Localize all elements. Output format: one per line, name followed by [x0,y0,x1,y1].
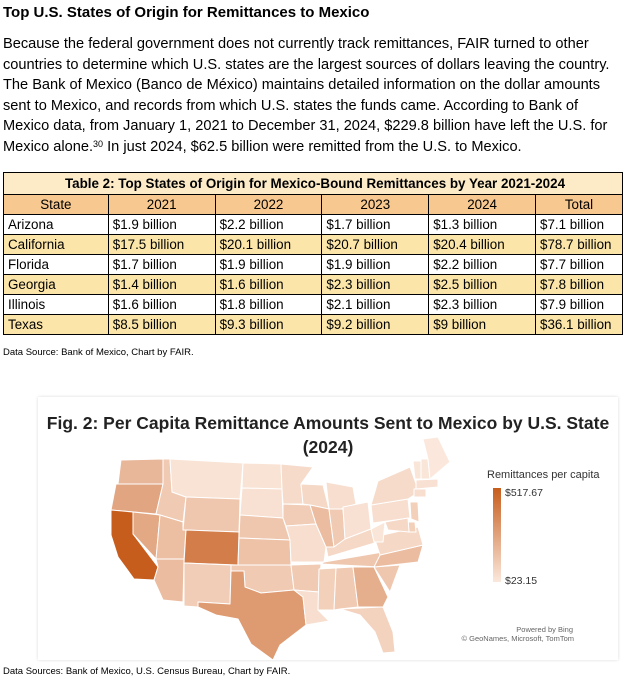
figure-title-line1: Fig. 2: Per Capita Remittance Amounts Se… [46,413,610,433]
state-region-ga[interactable] [352,566,389,608]
footnote-reference[interactable]: 30 [93,138,104,149]
header-total: Total [535,194,623,215]
cell-state: Florida [3,254,109,275]
header-2024: 2024 [428,194,536,215]
state-region-me[interactable] [422,436,451,480]
map-figure: Fig. 2: Per Capita Remittance Amounts Se… [38,397,618,660]
cell-2023: $2.3 billion [321,274,430,295]
us-choropleth-map[interactable] [38,397,618,660]
cell-state: Georgia [3,274,109,295]
state-region-ct[interactable] [413,488,427,498]
state-region-ny[interactable] [370,466,420,506]
state-region-fl[interactable] [339,606,396,654]
cell-2022: $9.3 billion [214,314,323,335]
table-row: Florida $1.7 billion $1.9 billion $1.9 b… [3,254,623,275]
legend-gradient [493,488,501,582]
cell-total: $7.8 billion [535,274,623,295]
header-2021: 2021 [107,194,216,215]
legend-max-label: $517.67 [505,487,543,499]
cell-state: Illinois [3,294,109,315]
state-region-mt[interactable] [169,458,244,500]
state-region-al[interactable] [333,566,359,611]
state-region-wy[interactable] [182,496,241,533]
state-region-nj[interactable] [409,501,420,523]
header-2022: 2022 [214,194,323,215]
body-paragraph: Because the federal government does not … [3,34,623,158]
state-region-az[interactable] [153,558,185,603]
state-region-wa[interactable] [117,458,164,485]
paragraph-text: Because the federal government does not … [3,36,610,155]
cell-total: $7.7 billion [535,254,623,275]
cell-2023: $1.7 billion [321,214,430,235]
legend-title: Remittances per capita [487,469,600,481]
state-region-ms[interactable] [317,567,337,611]
cell-2023: $20.7 billion [321,234,430,255]
cell-2022: $1.9 billion [214,254,323,275]
cell-2021: $8.5 billion [107,314,216,335]
table-row: Georgia $1.4 billion $1.6 billion $2.3 b… [3,274,623,295]
cell-2024: $1.3 billion [428,214,536,235]
state-region-ut[interactable] [155,514,187,560]
state-region-nd[interactable] [241,462,283,490]
state-region-tx[interactable] [197,570,307,660]
state-region-sd[interactable] [239,487,284,519]
cell-total: $7.9 billion [535,294,623,315]
cell-state: Texas [3,314,109,335]
cell-2024: $20.4 billion [428,234,536,255]
header-2023: 2023 [321,194,430,215]
table-row: Illinois $1.6 billion $1.8 billion $2.1 … [3,294,623,315]
figure-title-line2: (2024) [302,437,354,457]
table-source: Data Source: Bank of Mexico, Chart by FA… [3,347,194,358]
cell-2022: $1.8 billion [214,294,323,315]
paragraph-tail: In just 2024, $62.5 billion were remitte… [103,138,522,155]
map-attribution: © GeoNames, Microsoft, TomTom [461,634,575,643]
state-region-nm[interactable] [183,562,232,608]
cell-2021: $1.7 billion [107,254,216,275]
state-region-ma[interactable] [415,478,439,490]
cell-state: Arizona [3,214,109,235]
table-row: Texas $8.5 billion $9.3 billion $9.2 bil… [3,314,623,335]
figure-source: Data Sources: Bank of Mexico, U.S. Censu… [3,666,291,677]
cell-2021: $1.4 billion [107,274,216,295]
table-caption: Table 2: Top States of Origin for Mexico… [3,172,623,195]
cell-total: $78.7 billion [535,234,623,255]
cell-total: $7.1 billion [535,214,623,235]
cell-2024: $9 billion [428,314,536,335]
cell-2024: $2.5 billion [428,274,536,295]
cell-2023: $1.9 billion [321,254,430,275]
figure-title: Fig. 2: Per Capita Remittance Amounts Se… [38,411,618,459]
table-row: California $17.5 billion $20.1 billion $… [3,234,623,255]
table-row: Arizona $1.9 billion $2.2 billion $1.7 b… [3,214,623,235]
cell-2024: $2.2 billion [428,254,536,275]
state-region-co[interactable] [183,529,240,566]
cell-2021: $17.5 billion [107,234,216,255]
legend-min-label: $23.15 [505,575,538,587]
header-state: State [3,194,109,215]
state-region-ar[interactable] [290,563,322,593]
state-region-vt[interactable] [412,460,422,480]
cell-2022: $20.1 billion [214,234,323,255]
cell-2024: $2.3 billion [428,294,536,315]
cell-2021: $1.9 billion [107,214,216,235]
section-heading: Top U.S. States of Origin for Remittance… [3,4,370,21]
state-region-wv[interactable] [370,521,386,543]
cell-total: $36.1 billion [535,314,623,335]
cell-2022: $2.2 billion [214,214,323,235]
powered-by-label: Powered by Bing [516,625,573,634]
state-region-ne[interactable] [238,514,291,541]
cell-state: California [3,234,109,255]
cell-2021: $1.6 billion [107,294,216,315]
state-region-md[interactable] [384,517,410,533]
cell-2022: $1.6 billion [214,274,323,295]
remittance-table: Table 2: Top States of Origin for Mexico… [3,172,623,335]
cell-2023: $9.2 billion [321,314,430,335]
cell-2023: $2.1 billion [321,294,430,315]
state-region-or[interactable] [110,483,164,515]
state-region-ks[interactable] [237,537,292,566]
